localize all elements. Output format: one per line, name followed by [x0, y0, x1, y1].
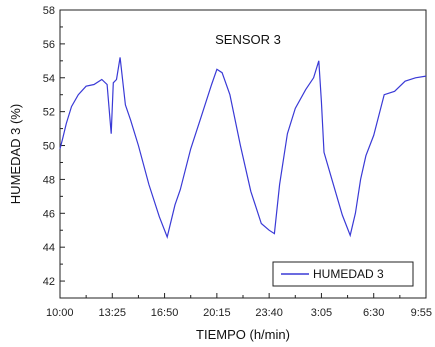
- chart-title: SENSOR 3: [215, 32, 281, 47]
- legend-label: HUMEDAD 3: [313, 267, 384, 281]
- y-tick-label: 46: [43, 208, 55, 220]
- x-tick-label: 10:00: [46, 307, 74, 319]
- y-tick-label: 44: [43, 242, 55, 254]
- legend: HUMEDAD 3: [272, 261, 414, 287]
- x-axis-title: TIEMPO (h/min): [196, 327, 290, 342]
- x-tick-label: 20:15: [203, 307, 231, 319]
- y-tick-label: 48: [43, 174, 55, 186]
- y-tick-label: 52: [43, 107, 55, 119]
- x-tick-label: 3:05: [311, 307, 332, 319]
- y-axis-ticks: 42 44 46 48 50 52 54 56 58: [43, 5, 65, 288]
- plot-frame: [59, 9, 427, 299]
- x-tick-label: 6:30: [363, 307, 384, 319]
- y-tick-label: 42: [43, 276, 55, 288]
- y-tick-label: 56: [43, 39, 55, 51]
- x-tick-label: 13:25: [99, 307, 127, 319]
- x-axis-ticks: 10:00 13:25 16:50 20:15 23:40 3:05 6:30 9:55: [46, 293, 432, 319]
- y-axis-title: HUMEDAD 3 (%): [8, 104, 23, 204]
- x-tick-label: 23:40: [255, 307, 283, 319]
- series-line-humedad-3: [59, 57, 427, 239]
- y-tick-label: 50: [43, 141, 55, 153]
- y-tick-label: 54: [43, 73, 55, 85]
- x-tick-label: 9:55: [411, 307, 432, 319]
- x-tick-label: 16:50: [151, 307, 179, 319]
- y-tick-label: 58: [43, 5, 55, 17]
